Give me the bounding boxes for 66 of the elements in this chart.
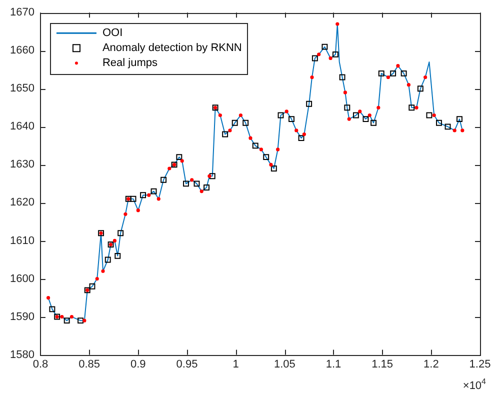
point (362, 116, 369, 122)
point (114, 252, 121, 259)
point (322, 44, 328, 50)
point (263, 154, 270, 160)
point (176, 154, 182, 160)
y-tick-label: 1610 (10, 234, 34, 247)
point (204, 184, 210, 190)
y-tick-label: 1670 (10, 6, 34, 19)
point (370, 120, 377, 126)
point (400, 70, 407, 76)
y-tick-label: 1600 (10, 272, 34, 285)
x-tick-label: 1.2 (424, 358, 439, 370)
y-tick-label: 1590 (10, 310, 34, 323)
point (64, 318, 70, 324)
legend-label: Anomaly detection by RKNN (102, 42, 242, 54)
point (252, 142, 258, 149)
point (130, 196, 136, 202)
x-tick-label: 0.8 (32, 358, 48, 370)
x-tick-label: 1.05 (274, 358, 296, 370)
y-tick-label: 1630 (10, 158, 34, 171)
y-tick-label: 1620 (10, 196, 34, 209)
y-tick-label: 1650 (10, 82, 34, 95)
point (160, 176, 167, 183)
point (426, 112, 432, 118)
x-tick-label: 0.85 (78, 358, 100, 370)
point (408, 104, 415, 111)
point (242, 120, 249, 126)
point (456, 116, 462, 122)
point (270, 166, 277, 172)
point (104, 256, 111, 263)
point (209, 173, 216, 180)
point (339, 74, 346, 80)
point (436, 120, 442, 126)
y-tick-label: 1580 (10, 348, 34, 361)
x-tick-label: 1 (232, 358, 239, 370)
point (49, 306, 56, 312)
point (232, 120, 238, 126)
point (390, 70, 396, 76)
legend-label: OOI (102, 27, 123, 40)
point (140, 192, 146, 198)
point (444, 124, 451, 130)
point (89, 283, 96, 290)
point (288, 116, 294, 122)
x-tick-label: 0.95 (176, 358, 198, 370)
point (298, 135, 304, 142)
x-tick-label: 1.15 (372, 358, 394, 370)
point (278, 112, 284, 118)
legend-label: Real jumps (102, 57, 158, 70)
x-tick-label: 1.1 (326, 358, 342, 370)
point (222, 131, 228, 138)
point (378, 70, 384, 76)
point (194, 180, 200, 187)
point (150, 188, 157, 194)
point (417, 86, 424, 92)
y-tick-label: 1640 (10, 120, 34, 133)
point (78, 318, 84, 324)
point (332, 51, 338, 58)
point (352, 112, 359, 118)
x-tick-label: 1.25 (469, 358, 491, 370)
point (306, 100, 312, 107)
x-tick-label: 0.9 (130, 358, 146, 370)
point (312, 55, 318, 62)
point (344, 104, 350, 111)
point (183, 180, 189, 187)
point (118, 230, 124, 236)
y-tick-label: 1660 (10, 44, 34, 57)
